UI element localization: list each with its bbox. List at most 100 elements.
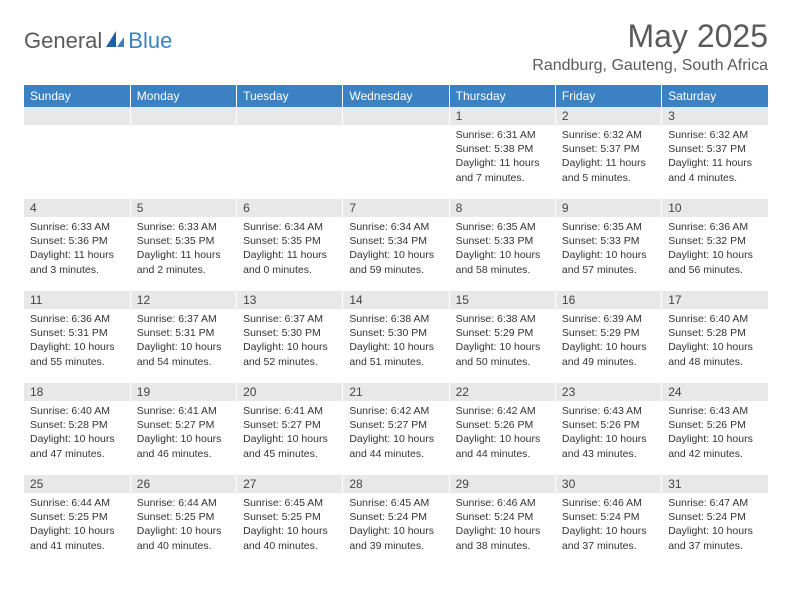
sunrise-text: Sunrise: 6:37 AM [137,312,230,326]
day-number: 21 [343,383,448,401]
daylight-text: Daylight: 11 hours and 5 minutes. [562,156,655,184]
daylight-text: Daylight: 11 hours and 2 minutes. [137,248,230,276]
daylight-text: Daylight: 11 hours and 3 minutes. [30,248,124,276]
sunrise-text: Sunrise: 6:43 AM [562,404,655,418]
sunrise-text: Sunrise: 6:42 AM [456,404,549,418]
sunrise-text: Sunrise: 6:45 AM [349,496,442,510]
logo: General Blue [24,28,172,54]
daylight-text: Daylight: 10 hours and 41 minutes. [30,524,124,552]
calendar-cell: 9Sunrise: 6:35 AMSunset: 5:33 PMDaylight… [555,199,661,291]
day-number: 25 [24,475,130,493]
title-block: May 2025 Randburg, Gauteng, South Africa [532,18,768,75]
calendar-table: Sunday Monday Tuesday Wednesday Thursday… [24,85,768,567]
calendar-cell: 10Sunrise: 6:36 AMSunset: 5:32 PMDayligh… [662,199,768,291]
logo-text-general: General [24,28,102,54]
sunrise-text: Sunrise: 6:38 AM [349,312,442,326]
sunrise-text: Sunrise: 6:36 AM [668,220,762,234]
day-number: 29 [450,475,555,493]
weekday-header: Sunday [24,85,130,107]
day-number: 15 [450,291,555,309]
day-data: Sunrise: 6:31 AMSunset: 5:38 PMDaylight:… [450,125,555,189]
sunrise-text: Sunrise: 6:40 AM [668,312,762,326]
sunset-text: Sunset: 5:26 PM [668,418,762,432]
day-number: 7 [343,199,448,217]
calendar-cell: 5Sunrise: 6:33 AMSunset: 5:35 PMDaylight… [130,199,236,291]
day-data: Sunrise: 6:35 AMSunset: 5:33 PMDaylight:… [450,217,555,281]
day-number: 26 [131,475,236,493]
calendar-cell: 14Sunrise: 6:38 AMSunset: 5:30 PMDayligh… [343,291,449,383]
sunset-text: Sunset: 5:29 PM [456,326,549,340]
day-number: 20 [237,383,342,401]
daylight-text: Daylight: 10 hours and 39 minutes. [349,524,442,552]
weekday-header: Wednesday [343,85,449,107]
calendar-cell: 2Sunrise: 6:32 AMSunset: 5:37 PMDaylight… [555,107,661,199]
calendar-cell: 30Sunrise: 6:46 AMSunset: 5:24 PMDayligh… [555,475,661,567]
sunrise-text: Sunrise: 6:47 AM [668,496,762,510]
daylight-text: Daylight: 10 hours and 45 minutes. [243,432,336,460]
calendar-cell: 29Sunrise: 6:46 AMSunset: 5:24 PMDayligh… [449,475,555,567]
sunset-text: Sunset: 5:27 PM [137,418,230,432]
day-number: 18 [24,383,130,401]
calendar-cell: 1Sunrise: 6:31 AMSunset: 5:38 PMDaylight… [449,107,555,199]
month-title: May 2025 [532,18,768,55]
day-number: 3 [662,107,768,125]
calendar-cell: 4Sunrise: 6:33 AMSunset: 5:36 PMDaylight… [24,199,130,291]
day-data: Sunrise: 6:46 AMSunset: 5:24 PMDaylight:… [556,493,661,557]
calendar-cell: 31Sunrise: 6:47 AMSunset: 5:24 PMDayligh… [662,475,768,567]
daylight-text: Daylight: 10 hours and 47 minutes. [30,432,124,460]
calendar-cell [343,107,449,199]
day-data: Sunrise: 6:34 AMSunset: 5:34 PMDaylight:… [343,217,448,281]
day-number [131,107,236,125]
daylight-text: Daylight: 11 hours and 0 minutes. [243,248,336,276]
day-number: 10 [662,199,768,217]
weekday-header: Thursday [449,85,555,107]
calendar-cell: 26Sunrise: 6:44 AMSunset: 5:25 PMDayligh… [130,475,236,567]
calendar-row: 25Sunrise: 6:44 AMSunset: 5:25 PMDayligh… [24,475,768,567]
day-data: Sunrise: 6:33 AMSunset: 5:36 PMDaylight:… [24,217,130,281]
sunset-text: Sunset: 5:28 PM [668,326,762,340]
sunset-text: Sunset: 5:25 PM [137,510,230,524]
day-data: Sunrise: 6:44 AMSunset: 5:25 PMDaylight:… [24,493,130,557]
calendar-row: 1Sunrise: 6:31 AMSunset: 5:38 PMDaylight… [24,107,768,199]
day-number [237,107,342,125]
day-data [131,125,236,185]
sunrise-text: Sunrise: 6:44 AM [137,496,230,510]
daylight-text: Daylight: 10 hours and 54 minutes. [137,340,230,368]
calendar-cell: 25Sunrise: 6:44 AMSunset: 5:25 PMDayligh… [24,475,130,567]
daylight-text: Daylight: 10 hours and 59 minutes. [349,248,442,276]
day-data: Sunrise: 6:38 AMSunset: 5:29 PMDaylight:… [450,309,555,373]
day-data: Sunrise: 6:41 AMSunset: 5:27 PMDaylight:… [131,401,236,465]
daylight-text: Daylight: 10 hours and 52 minutes. [243,340,336,368]
calendar-row: 18Sunrise: 6:40 AMSunset: 5:28 PMDayligh… [24,383,768,475]
day-data: Sunrise: 6:43 AMSunset: 5:26 PMDaylight:… [662,401,768,465]
sunrise-text: Sunrise: 6:43 AM [668,404,762,418]
day-number: 31 [662,475,768,493]
calendar-cell [24,107,130,199]
daylight-text: Daylight: 10 hours and 48 minutes. [668,340,762,368]
calendar-body: 1Sunrise: 6:31 AMSunset: 5:38 PMDaylight… [24,107,768,567]
weekday-header-row: Sunday Monday Tuesday Wednesday Thursday… [24,85,768,107]
sunset-text: Sunset: 5:31 PM [137,326,230,340]
day-data: Sunrise: 6:47 AMSunset: 5:24 PMDaylight:… [662,493,768,557]
sunset-text: Sunset: 5:24 PM [456,510,549,524]
day-data: Sunrise: 6:39 AMSunset: 5:29 PMDaylight:… [556,309,661,373]
calendar-cell: 22Sunrise: 6:42 AMSunset: 5:26 PMDayligh… [449,383,555,475]
day-data: Sunrise: 6:37 AMSunset: 5:30 PMDaylight:… [237,309,342,373]
sunset-text: Sunset: 5:25 PM [30,510,124,524]
day-number: 22 [450,383,555,401]
sunrise-text: Sunrise: 6:33 AM [137,220,230,234]
weekday-header: Friday [555,85,661,107]
calendar-cell: 13Sunrise: 6:37 AMSunset: 5:30 PMDayligh… [237,291,343,383]
day-number: 1 [450,107,555,125]
sunrise-text: Sunrise: 6:33 AM [30,220,124,234]
daylight-text: Daylight: 10 hours and 55 minutes. [30,340,124,368]
day-number: 2 [556,107,661,125]
daylight-text: Daylight: 10 hours and 40 minutes. [243,524,336,552]
sunrise-text: Sunrise: 6:35 AM [456,220,549,234]
daylight-text: Daylight: 10 hours and 49 minutes. [562,340,655,368]
sunset-text: Sunset: 5:31 PM [30,326,124,340]
day-data: Sunrise: 6:42 AMSunset: 5:27 PMDaylight:… [343,401,448,465]
sunset-text: Sunset: 5:28 PM [30,418,124,432]
daylight-text: Daylight: 10 hours and 57 minutes. [562,248,655,276]
sunset-text: Sunset: 5:27 PM [243,418,336,432]
